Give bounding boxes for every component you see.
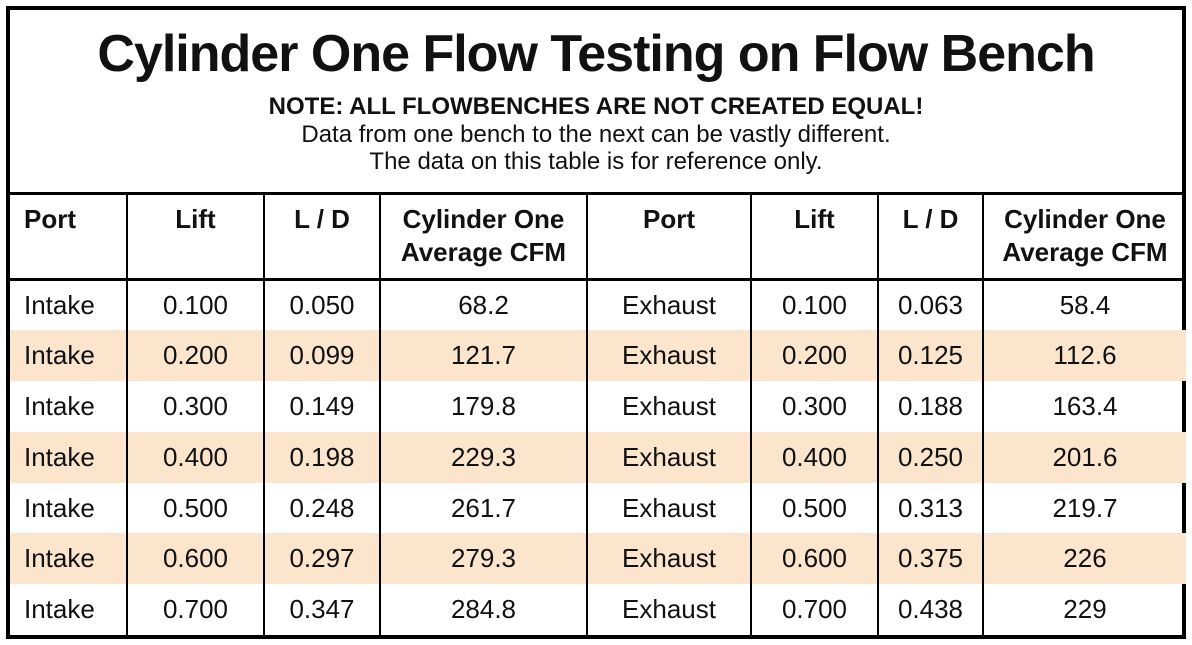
table-cell: 0.198 bbox=[263, 431, 380, 483]
table-cell: Exhaust bbox=[586, 533, 751, 585]
table-cell: 261.7 bbox=[379, 482, 587, 534]
table-cell: Exhaust bbox=[586, 330, 751, 382]
table-cell: 0.050 bbox=[263, 279, 380, 331]
table-cell: 58.4 bbox=[982, 279, 1186, 331]
table-cell: 0.375 bbox=[877, 533, 983, 585]
table-cell: 0.100 bbox=[750, 279, 878, 331]
column-header-cfm-exhaust: Cylinder One Average CFM bbox=[982, 193, 1186, 281]
table-cell: 0.600 bbox=[750, 533, 878, 585]
table-cell: 179.8 bbox=[379, 381, 587, 432]
table-cell: 0.400 bbox=[126, 431, 264, 483]
column-header-ld-exhaust: L / D bbox=[877, 193, 983, 281]
column-header-port-exhaust: Port bbox=[586, 193, 751, 281]
table-cell: Intake bbox=[24, 290, 95, 321]
table-cell: 121.7 bbox=[379, 330, 587, 382]
table-cell: 0.347 bbox=[263, 584, 380, 635]
table-cell: 201.6 bbox=[982, 431, 1186, 483]
table-cell: 0.438 bbox=[877, 584, 983, 635]
table-cell: 0.188 bbox=[877, 381, 983, 432]
table-cell: Exhaust bbox=[586, 584, 751, 635]
table-cell: 226 bbox=[982, 533, 1186, 585]
table-cell: 0.125 bbox=[877, 330, 983, 382]
table-cell: 0.300 bbox=[750, 381, 878, 432]
table-header: Port Lift L / D Cylinder One Average CFM… bbox=[10, 193, 1186, 281]
table-cell: 0.300 bbox=[126, 381, 264, 432]
note-text-line-2: Data from one bench to the next can be v… bbox=[301, 120, 891, 148]
table-row: Intake 0.400 0.198 229.3 Exhaust 0.400 0.250 20… bbox=[10, 431, 1186, 483]
table-cell: 0.500 bbox=[750, 482, 878, 534]
flow-data-table: Port Lift L / D Cylinder One Average CFM… bbox=[10, 192, 1186, 635]
column-header-lift-exhaust: Lift bbox=[750, 193, 878, 281]
table-cell: 284.8 bbox=[379, 584, 587, 635]
table-cell: Intake bbox=[24, 543, 95, 574]
table-row: Intake 0.300 0.149 179.8 Exhaust 0.300 0.188 16… bbox=[10, 381, 1186, 432]
table-cell: 229.3 bbox=[379, 431, 587, 483]
title-block: Cylinder One Flow Testing on Flow Bench … bbox=[10, 10, 1182, 192]
table-frame: Cylinder One Flow Testing on Flow Bench … bbox=[6, 6, 1186, 639]
page-title: Cylinder One Flow Testing on Flow Bench bbox=[97, 25, 1095, 83]
header-row: Port Lift L / D Cylinder One Average CFM… bbox=[10, 193, 1186, 281]
table-cell: Exhaust bbox=[586, 381, 751, 432]
table-cell: 0.700 bbox=[126, 584, 264, 635]
table-row: Intake 0.700 0.347 284.8 Exhaust 0.700 0.438 22… bbox=[10, 584, 1186, 635]
table-cell: 0.700 bbox=[750, 584, 878, 635]
table-row: Intake 0.100 0.050 68.2 Exhaust 0.100 0.063 58.… bbox=[10, 279, 1186, 331]
table-cell: 0.297 bbox=[263, 533, 380, 585]
table-cell: 219.7 bbox=[982, 482, 1186, 534]
note-text-line-3: The data on this table is for reference … bbox=[369, 147, 823, 175]
column-header-cfm-intake: Cylinder One Average CFM bbox=[379, 193, 587, 281]
table-cell: 163.4 bbox=[982, 381, 1186, 432]
table-cell: 0.099 bbox=[263, 330, 380, 382]
table-row: Intake 0.500 0.248 261.7 Exhaust 0.500 0.313 21… bbox=[10, 482, 1186, 534]
table-cell: Exhaust bbox=[586, 279, 751, 331]
table-cell: 68.2 bbox=[379, 279, 587, 331]
table-cell: Intake bbox=[24, 594, 95, 625]
table-cell: 0.200 bbox=[126, 330, 264, 382]
table-cell: 0.500 bbox=[126, 482, 264, 534]
table-cell: 0.149 bbox=[263, 381, 380, 432]
table-cell: 0.400 bbox=[750, 431, 878, 483]
table-cell: 229 bbox=[982, 584, 1186, 635]
table-cell: 0.600 bbox=[126, 533, 264, 585]
table-cell: 0.100 bbox=[126, 279, 264, 331]
table-row: Intake 0.200 0.099 121.7 Exhaust 0.200 0.125 11… bbox=[10, 330, 1186, 382]
table-cell: 0.313 bbox=[877, 482, 983, 534]
table-cell: Exhaust bbox=[586, 482, 751, 534]
table-cell: Intake bbox=[24, 441, 95, 472]
note-headline: NOTE: ALL FLOWBENCHES ARE NOT CREATED EQ… bbox=[268, 93, 924, 120]
column-header-ld-intake: L / D bbox=[263, 193, 380, 281]
table-cell: 0.063 bbox=[877, 279, 983, 331]
table-cell: Exhaust bbox=[586, 431, 751, 483]
table-cell: Intake bbox=[24, 340, 95, 371]
column-header-port-intake: Port bbox=[10, 193, 127, 281]
column-header-lift-intake: Lift bbox=[126, 193, 264, 281]
table-cell: 0.248 bbox=[263, 482, 380, 534]
table-row: Intake 0.600 0.297 279.3 Exhaust 0.600 0.375 22… bbox=[10, 533, 1186, 585]
table-cell: Intake bbox=[24, 390, 95, 421]
table-cell: Intake bbox=[24, 492, 95, 523]
table-cell: 0.200 bbox=[750, 330, 878, 382]
table-cell: 279.3 bbox=[379, 533, 587, 585]
table-cell: 0.250 bbox=[877, 431, 983, 483]
table-cell: 112.6 bbox=[982, 330, 1186, 382]
table-body: Intake 0.100 0.050 68.2 Exhaust 0.100 0.063 58.… bbox=[10, 279, 1186, 635]
